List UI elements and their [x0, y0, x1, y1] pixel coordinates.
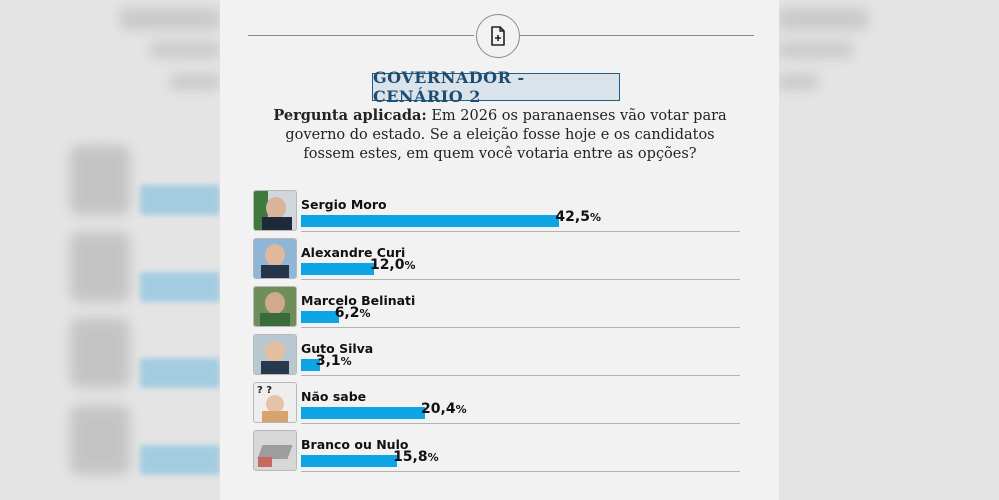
- chart-title-box: GOVERNADOR - CENÁRIO 2: [372, 68, 620, 106]
- data-label-value: 12,0: [369, 257, 405, 273]
- data-label-unit: %: [427, 451, 439, 464]
- chart-row: ? ? Não sabe 20,4%: [253, 380, 740, 424]
- bar: [301, 407, 426, 419]
- bar: [301, 359, 320, 371]
- row-photo: [253, 190, 297, 231]
- data-label-unit: %: [404, 259, 416, 272]
- row-separator: [301, 327, 740, 328]
- data-label: 3,1%: [316, 353, 352, 369]
- category-label: Sergio Moro: [301, 197, 387, 212]
- row-separator: [301, 231, 740, 232]
- row-separator: [301, 471, 740, 472]
- category-label: Guto Silva: [301, 341, 374, 356]
- bar: [301, 263, 374, 275]
- row-photo: [253, 430, 297, 471]
- data-label-unit: %: [359, 307, 371, 320]
- data-label: 42,5%: [555, 209, 601, 225]
- data-label-value: 15,8: [393, 449, 428, 465]
- data-label: 15,8%: [393, 449, 439, 465]
- data-label: 12,0%: [370, 257, 416, 273]
- data-label-unit: %: [589, 211, 601, 224]
- row-separator: [301, 279, 740, 280]
- chart-title: GOVERNADOR - CENÁRIO 2: [373, 68, 525, 106]
- header-rule-right: [520, 35, 754, 36]
- data-label-value: 3,1: [315, 353, 341, 369]
- question: Pergunta aplicada: Em 2026 os paranaense…: [260, 106, 740, 164]
- chart-row: Guto Silva 3,1%: [253, 332, 740, 376]
- row-photo: [253, 238, 297, 279]
- category-label: Branco ou Nulo: [301, 437, 409, 452]
- row-separator: [301, 375, 740, 376]
- chart-row: Alexandre Curi 12,0%: [253, 236, 740, 280]
- data-label-value: 6,2: [334, 305, 360, 321]
- bar: [301, 215, 560, 227]
- background-right: [778, 0, 999, 500]
- data-label: 6,2%: [335, 305, 371, 321]
- bar: [301, 455, 398, 467]
- data-label-unit: %: [455, 403, 467, 416]
- category-label: Não sabe: [301, 389, 367, 404]
- row-photo: [253, 334, 297, 375]
- background-left: [0, 0, 220, 500]
- question-label: Pergunta aplicada:: [273, 107, 427, 124]
- category-label: Marcelo Belinati: [301, 293, 416, 308]
- data-label-unit: %: [340, 355, 352, 368]
- header-rule-left: [248, 35, 474, 36]
- row-photo: [253, 286, 297, 327]
- chart-row: Branco ou Nulo 15,8%: [253, 428, 740, 472]
- row-separator: [301, 423, 740, 424]
- category-label: Alexandre Curi: [301, 245, 406, 260]
- data-label-value: 20,4: [421, 401, 456, 417]
- chart-row: Marcelo Belinati 6,2%: [253, 284, 740, 328]
- chart-row: Sergio Moro 42,5%: [253, 188, 740, 232]
- question-text: Em 2026 os paranaenses vão votar para go…: [285, 108, 727, 162]
- data-label-value: 42,5: [555, 209, 590, 225]
- document-plus-icon: [476, 14, 520, 58]
- data-label: 20,4%: [421, 401, 467, 417]
- infographic-card: GOVERNADOR - CENÁRIO 2 Pergunta aplicada…: [220, 0, 779, 500]
- row-photo: ? ?: [253, 382, 297, 423]
- bar: [301, 311, 339, 323]
